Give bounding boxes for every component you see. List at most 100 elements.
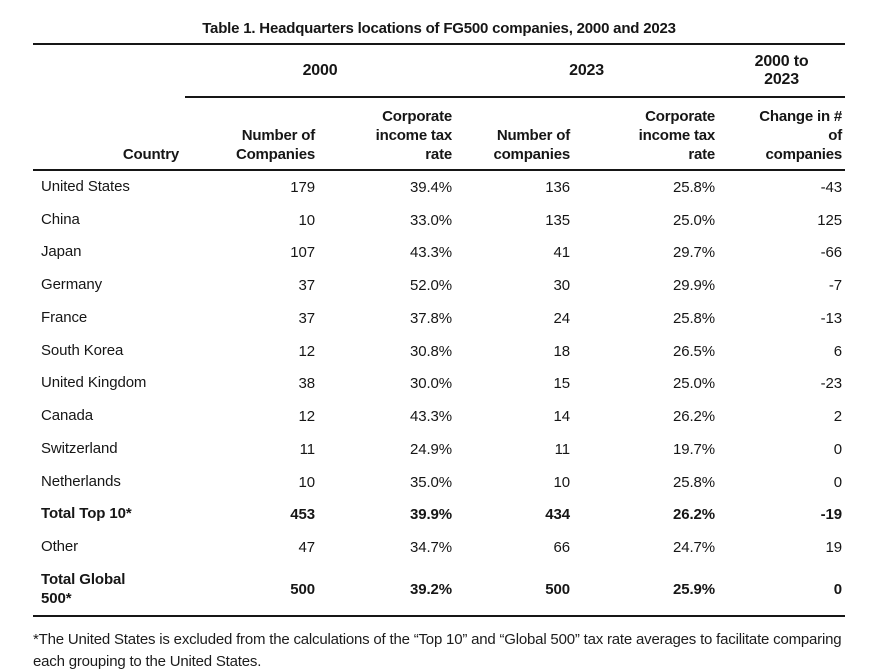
companies-2000-cell: 453: [290, 506, 315, 524]
tax-2000-cell: 43.3%: [409, 408, 453, 426]
column-header-taxrate-2000: Corporate income tax rate: [318, 96, 456, 171]
change-cell: 0: [833, 473, 843, 491]
column-header-country: Country: [33, 96, 185, 171]
country-cell: Switzerland: [41, 439, 118, 457]
companies-2023-cell: 11: [554, 440, 571, 458]
table-row: United States 179 39.4% 136 25.8% -43: [33, 170, 845, 204]
tax-2000-cell: 30.0%: [409, 375, 453, 393]
tax-2000-cell: 39.4%: [409, 178, 453, 196]
tax-2000-cell: 24.9%: [409, 440, 453, 458]
tax-2023-cell: 25.8%: [672, 473, 716, 491]
tax-2000-cell: 52.0%: [409, 277, 453, 295]
companies-2000-cell: 10: [298, 473, 316, 491]
change-cell: -23: [820, 375, 843, 393]
table-title: Table 1. Headquarters locations of FG500…: [202, 20, 676, 37]
tax-2023-cell: 25.0%: [672, 211, 716, 229]
tax-2023-cell: 25.8%: [672, 178, 716, 196]
change-cell: -19: [820, 506, 843, 524]
companies-2023-cell: 66: [553, 539, 571, 557]
table-row: China 10 33.0% 135 25.0% 125: [33, 204, 845, 237]
year-header-row: 2000 2023 2000 to 2023: [33, 44, 846, 98]
change-cell: -66: [820, 244, 843, 262]
tax-2000-cell: 33.0%: [409, 211, 453, 229]
table-header: 2000 2023 2000 to 2023 Country Number of…: [33, 44, 846, 171]
table-row: South Korea 12 30.8% 18 26.5% 6: [33, 335, 845, 368]
companies-2023-cell: 434: [545, 506, 571, 524]
change-cell: 6: [833, 342, 843, 360]
tax-2023-cell: 24.7%: [672, 539, 716, 557]
tax-2023-cell: 19.7%: [672, 440, 716, 458]
year-header-2000-to-2023: 2000 to 2023: [718, 44, 846, 98]
tax-2023-cell: 26.2%: [672, 506, 716, 524]
country-cell: France: [41, 308, 88, 326]
footnote: *The United States is excluded from the …: [33, 631, 842, 670]
companies-2000-cell: 47: [298, 539, 316, 557]
change-cell: 2: [833, 408, 843, 426]
companies-2000-cell: 11: [299, 440, 315, 458]
country-cell: Total Global 500*: [41, 570, 126, 607]
country-cell: Total Top 10*: [41, 505, 132, 523]
change-cell: 0: [833, 581, 843, 599]
companies-2000-cell: 107: [290, 244, 315, 262]
companies-2000-cell: 10: [298, 211, 316, 229]
companies-2023-cell: 136: [545, 178, 571, 196]
tax-2000-cell: 35.0%: [409, 473, 453, 491]
table-row: France 37 37.8% 24 25.8% -13: [33, 302, 845, 335]
tax-2000-cell: 37.8%: [409, 309, 453, 327]
year-header-2000: 2000: [185, 44, 456, 98]
tax-2000-cell: 43.3%: [409, 244, 453, 262]
country-cell: Germany: [41, 276, 102, 294]
companies-2000-cell: 37: [298, 309, 316, 327]
companies-2023-cell: 135: [545, 211, 571, 229]
year-header-spacer: [33, 44, 185, 97]
tax-2000-cell: 34.7%: [409, 539, 453, 557]
change-cell: 0: [833, 440, 843, 458]
country-cell: United States: [41, 177, 130, 195]
column-header-row: Country Number of Companies Corporate in…: [33, 96, 846, 171]
companies-2023-cell: 14: [553, 408, 571, 426]
tax-2023-cell: 25.9%: [672, 581, 716, 599]
country-cell: Japan: [41, 243, 82, 261]
country-cell: Canada: [41, 407, 93, 425]
table-row: United Kingdom 38 30.0% 15 25.0% -23: [33, 367, 845, 400]
companies-2023-cell: 41: [553, 244, 571, 262]
country-cell: South Korea: [41, 341, 124, 359]
table-row: Other 47 34.7% 66 24.7% 19: [33, 531, 845, 564]
table-row: Total Top 10* 453 39.9% 434 26.2% -19: [33, 498, 845, 531]
country-cell: China: [41, 210, 80, 228]
change-cell: -13: [820, 309, 843, 327]
tax-2000-cell: 39.9%: [409, 506, 453, 524]
companies-2000-cell: 179: [290, 178, 315, 196]
table-row: Netherlands 10 35.0% 10 25.8% 0: [33, 466, 845, 499]
tax-2023-cell: 29.7%: [672, 244, 716, 262]
change-cell: 19: [825, 539, 843, 557]
column-header-change: Change in # of companies: [718, 96, 846, 171]
tax-2023-cell: 26.2%: [672, 408, 716, 426]
fg500-table: 2000 2023 2000 to 2023 Country Number of…: [33, 43, 846, 618]
table-row: Total Global 500* 500 39.2% 500 25.9% 0: [33, 564, 845, 617]
tax-2023-cell: 29.9%: [672, 277, 716, 295]
tax-2023-cell: 25.8%: [672, 309, 716, 327]
column-header-companies-2000: Number of Companies: [185, 96, 318, 171]
country-cell: Netherlands: [41, 472, 121, 490]
companies-2000-cell: 12: [298, 342, 316, 360]
companies-2023-cell: 500: [545, 581, 571, 599]
country-cell: United Kingdom: [41, 374, 147, 392]
companies-2023-cell: 15: [553, 375, 571, 393]
table-row: Germany 37 52.0% 30 29.9% -7: [33, 269, 845, 302]
companies-2023-cell: 30: [553, 277, 571, 295]
companies-2000-cell: 500: [290, 581, 315, 599]
change-cell: -7: [828, 277, 843, 295]
country-cell: Other: [41, 538, 79, 556]
table-row: Switzerland 11 24.9% 11 19.7% 0: [33, 433, 845, 466]
change-cell: 125: [817, 211, 843, 229]
companies-2000-cell: 37: [298, 277, 316, 295]
tax-2023-cell: 26.5%: [672, 342, 716, 360]
tax-2000-cell: 30.8%: [409, 342, 453, 360]
companies-2000-cell: 38: [298, 375, 316, 393]
companies-2000-cell: 12: [298, 408, 316, 426]
column-header-companies-2023: Number of companies: [455, 96, 574, 171]
table-body: United States 179 39.4% 136 25.8% -43 China 10 3…: [33, 170, 845, 617]
companies-2023-cell: 24: [553, 309, 571, 327]
